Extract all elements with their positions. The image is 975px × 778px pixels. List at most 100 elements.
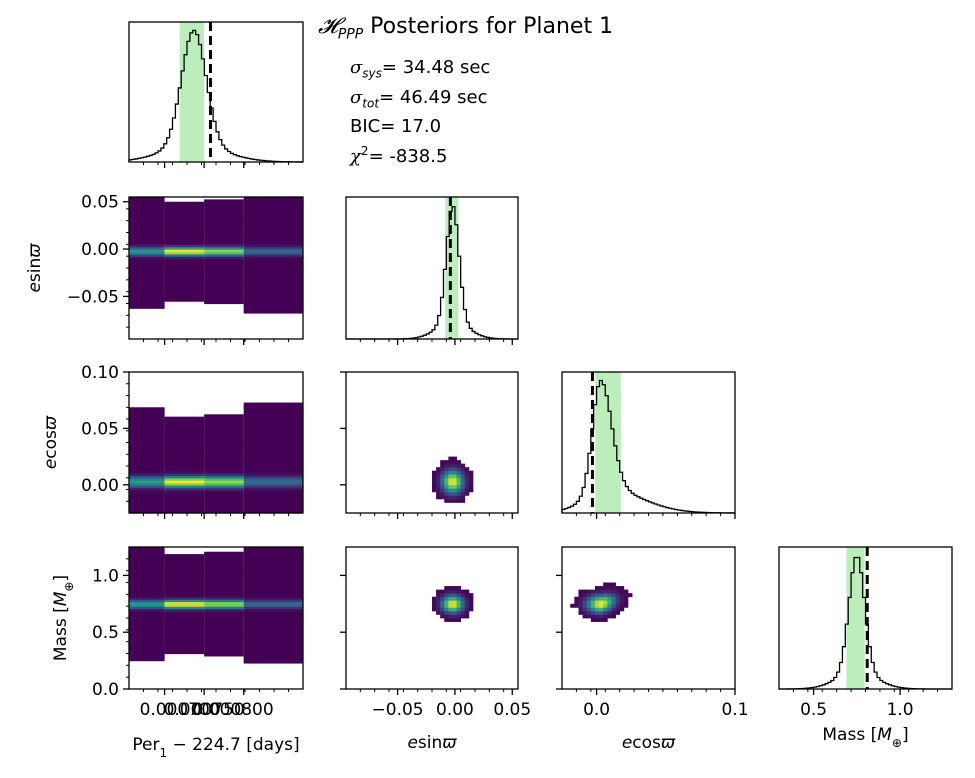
- density-cell: [243, 268, 303, 271]
- density-cell: [129, 419, 165, 422]
- density-cell: [243, 658, 303, 662]
- density-cell: [452, 467, 457, 472]
- density-cell: [129, 232, 165, 236]
- density-cell: [129, 282, 165, 286]
- density-cell: [129, 260, 165, 264]
- density-cell: [444, 477, 449, 482]
- density-cell: [444, 470, 449, 475]
- density-cell: [129, 449, 165, 453]
- density-cell: [129, 249, 165, 253]
- density-cell: [164, 291, 205, 295]
- density-cell: [204, 301, 244, 305]
- density-cell: [594, 600, 600, 605]
- density-cell: [582, 596, 588, 601]
- density-cell: [204, 414, 244, 418]
- density-cell: [436, 610, 441, 615]
- density-cell: [129, 575, 165, 579]
- density-cell: [204, 629, 244, 633]
- density-cell: [164, 639, 205, 643]
- density-cell: [164, 270, 205, 274]
- density-cell: [599, 610, 604, 615]
- density-cell: [129, 230, 165, 234]
- density-cell: [204, 558, 244, 562]
- density-cell: [129, 498, 165, 502]
- density-cell: [243, 227, 303, 231]
- density-cell: [468, 603, 474, 608]
- density-cell: [444, 481, 449, 486]
- density-cell: [129, 596, 165, 600]
- density-cell: [129, 426, 165, 429]
- density-cell: [204, 551, 244, 555]
- density-cell: [204, 218, 244, 222]
- density-cell: [164, 510, 205, 514]
- density-cell: [164, 487, 205, 491]
- density-cell: [204, 204, 244, 208]
- density-cell: [452, 491, 457, 496]
- density-cell: [440, 593, 445, 598]
- density-cell: [204, 268, 244, 271]
- density-cell: [603, 596, 608, 601]
- density-cell: [440, 470, 445, 475]
- density-cell: [586, 614, 592, 619]
- density-cell: [129, 651, 165, 655]
- density-cell: [444, 603, 449, 608]
- density-cell: [464, 467, 470, 472]
- density-cell: [204, 249, 244, 253]
- density-cell: [243, 213, 303, 217]
- density-cell: [129, 296, 165, 300]
- density-cell: [456, 586, 462, 590]
- density-cell: [464, 607, 470, 612]
- density-cell: [444, 488, 449, 493]
- density-cell: [615, 586, 621, 590]
- density-cell: [243, 651, 303, 655]
- density-cell: [243, 308, 303, 312]
- density-cell: [164, 451, 205, 455]
- density-cell: [460, 614, 466, 619]
- density-cell: [129, 263, 165, 267]
- density-cell: [432, 477, 437, 482]
- density-cell: [129, 639, 165, 643]
- density-cell: [586, 610, 592, 615]
- density-cell: [590, 593, 596, 598]
- density-cell: [468, 481, 474, 486]
- density-cell: [456, 603, 462, 608]
- density-cell: [594, 589, 600, 594]
- density-cell: [164, 258, 205, 262]
- density-cell: [243, 291, 303, 295]
- x-axis-label-esin: esinϖ: [407, 733, 457, 753]
- density-cell: [204, 466, 244, 469]
- density-cell: [615, 593, 621, 598]
- density-cell: [243, 404, 303, 408]
- bic-line: BIC= 17.0: [350, 116, 442, 138]
- density-cell: [243, 551, 303, 555]
- density-cell: [164, 636, 205, 640]
- density-cell: [164, 289, 205, 293]
- density-cell: [440, 460, 445, 465]
- density-cell: [243, 458, 303, 462]
- density-cell: [164, 232, 205, 236]
- density-cell: [204, 587, 244, 591]
- density-cell: [164, 294, 205, 297]
- density-cell: [452, 498, 457, 503]
- density-cell: [204, 294, 244, 297]
- density-cell: [204, 570, 244, 574]
- density-cell: [129, 447, 165, 451]
- density-cell: [164, 296, 205, 300]
- density-cell: [452, 614, 457, 619]
- density-cell: [243, 601, 303, 605]
- density-cell: [243, 577, 303, 581]
- density-cell: [129, 244, 165, 248]
- density-cell: [456, 498, 462, 503]
- density-cell: [243, 468, 303, 472]
- density-cell: [607, 610, 612, 615]
- density-cell: [243, 510, 303, 514]
- density-cell: [243, 402, 303, 406]
- tick-label: 0.0: [92, 680, 119, 700]
- density-cell: [164, 568, 205, 572]
- density-cell: [464, 488, 470, 493]
- density-cell: [243, 466, 303, 469]
- x-axis-label-mass: Mass [M⊕]: [822, 725, 908, 750]
- density-cell: [204, 615, 244, 619]
- x-axis-label-period: Per1 − 224.7 [days]: [132, 735, 299, 760]
- density-cell: [129, 225, 165, 229]
